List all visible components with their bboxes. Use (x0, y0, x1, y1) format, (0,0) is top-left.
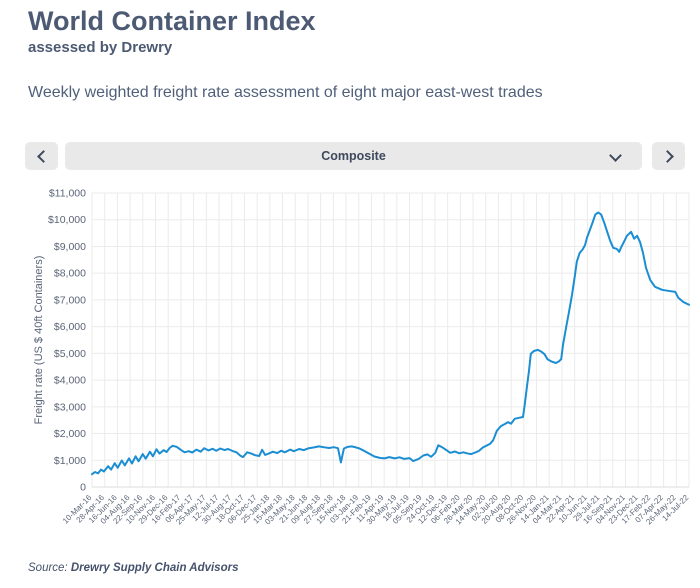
chevron-right-icon (660, 149, 674, 163)
svg-text:$1,000: $1,000 (54, 455, 86, 467)
chevron-left-icon (36, 149, 50, 163)
page-description: Weekly weighted freight rate assessment … (28, 84, 543, 101)
trade-select-dropdown[interactable]: Composite (65, 142, 642, 170)
freight-chart: 0 $1,000 $2,000 $3,000 $4,000 $5,000 $6,000 $7,… (33, 188, 691, 527)
svg-text:0: 0 (80, 482, 86, 494)
prev-trade-button[interactable] (25, 142, 58, 170)
x-axis-labels: 10-Mar-1628-Apr-1616-Jun-1604-Aug-1622-S… (61, 493, 691, 527)
trade-selector-row: Composite (0, 142, 700, 170)
svg-text:$4,000: $4,000 (54, 375, 86, 387)
svg-text:$5,000: $5,000 (54, 348, 86, 360)
chart-area: 0 $1,000 $2,000 $3,000 $4,000 $5,000 $6,000 $7,… (0, 176, 700, 560)
svg-text:$8,000: $8,000 (54, 268, 86, 280)
page-subtitle: assessed by Drewry (28, 39, 173, 56)
gridlines (91, 192, 690, 488)
page-title: World Container Index (28, 6, 316, 36)
page-header: World Container Index assessed by Drewry (28, 6, 316, 56)
composite-line (91, 211, 690, 476)
svg-text:$10,000: $10,000 (48, 214, 86, 226)
source-prefix: Source: (28, 562, 71, 574)
y-axis-title: Freight rate (US $ 40ft Containers) (33, 256, 45, 425)
svg-text:$6,000: $6,000 (54, 321, 86, 333)
svg-text:$3,000: $3,000 (54, 401, 86, 413)
svg-text:$2,000: $2,000 (54, 428, 86, 440)
next-trade-button[interactable] (652, 142, 685, 170)
trade-select-value: Composite (321, 149, 386, 163)
chevron-down-icon (609, 149, 622, 162)
source-name: Drewry Supply Chain Advisors (70, 562, 239, 574)
svg-text:$7,000: $7,000 (54, 294, 86, 306)
svg-text:$11,000: $11,000 (49, 188, 86, 200)
y-axis-labels: 0 $1,000 $2,000 $3,000 $4,000 $5,000 $6,000 $7,… (48, 188, 86, 494)
svg-text:$9,000: $9,000 (54, 241, 86, 253)
source-note: Source: Drewry Supply Chain Advisors (28, 562, 238, 574)
